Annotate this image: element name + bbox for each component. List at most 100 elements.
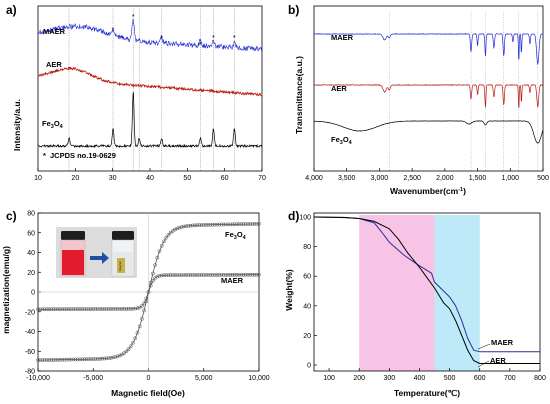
data-point <box>246 272 250 277</box>
data-point <box>122 351 127 355</box>
data-point <box>75 307 80 311</box>
data-point <box>210 273 215 277</box>
data-point <box>49 307 54 312</box>
data-point <box>201 273 206 277</box>
data-point <box>239 222 244 227</box>
data-point <box>219 222 224 227</box>
data-point <box>204 223 208 227</box>
arrow-icon <box>90 252 109 264</box>
y-tick-label: -40 <box>25 329 35 336</box>
data-point <box>237 272 241 277</box>
peak-marker: * <box>212 35 215 42</box>
data-point <box>210 222 215 227</box>
data-point <box>243 272 248 277</box>
data-point <box>62 307 67 312</box>
panel-c-curves <box>36 222 261 362</box>
data-point <box>71 357 76 362</box>
x-tick-label: 800 <box>534 375 546 382</box>
vial-cap-left <box>61 231 85 240</box>
data-point <box>104 356 109 361</box>
y-tick-label: 0 <box>307 363 311 370</box>
peak-marker: * <box>160 35 163 42</box>
data-point <box>250 272 255 277</box>
panel-c-letter: c) <box>6 209 17 223</box>
panel-d-leader-maer <box>477 343 491 350</box>
panel-a-letter: a) <box>6 3 17 17</box>
data-point <box>177 225 182 230</box>
x-tick-label: 700 <box>504 375 516 382</box>
data-point <box>53 307 58 312</box>
data-point <box>257 222 261 226</box>
data-point <box>164 273 169 278</box>
data-point <box>226 272 230 277</box>
panel-a-label-aer: AER <box>46 60 62 69</box>
data-point <box>117 307 122 311</box>
data-point <box>98 356 102 361</box>
data-point <box>228 222 233 227</box>
data-point <box>230 222 235 227</box>
data-point <box>153 263 157 267</box>
x-tick-label: 2,000 <box>436 175 454 182</box>
data-point <box>182 224 186 229</box>
panel-c-inset-photo: Magnet <box>56 227 137 278</box>
data-point <box>254 222 259 226</box>
data-point <box>124 307 129 311</box>
data-point <box>140 317 144 321</box>
data-point <box>58 357 62 362</box>
data-point <box>184 273 188 277</box>
curve-aer <box>313 216 540 364</box>
data-point <box>239 272 244 277</box>
data-point <box>69 357 74 362</box>
panel-c-xlabel: Magnetic field(Oe) <box>111 388 185 398</box>
data-point <box>177 273 182 277</box>
data-point <box>126 347 131 351</box>
data-point <box>128 306 133 311</box>
data-point <box>217 222 222 227</box>
x-tick-label: 500 <box>537 175 549 182</box>
data-point <box>42 307 47 312</box>
y-tick-label: 40 <box>27 250 35 257</box>
data-point <box>56 307 60 312</box>
data-point <box>252 272 257 277</box>
data-point <box>186 273 191 277</box>
data-point <box>195 273 199 277</box>
data-point <box>113 355 118 359</box>
data-point <box>115 354 120 359</box>
data-point <box>80 357 85 362</box>
data-point <box>69 307 74 311</box>
data-point <box>86 357 91 362</box>
panel-a-reference-lines <box>68 6 235 171</box>
panel-d-label-aer: AER <box>490 356 506 365</box>
panel-c-label-maer: MAER <box>221 276 244 285</box>
panel-d-letter: d) <box>288 209 299 223</box>
vial-left-liquid <box>62 250 84 275</box>
data-point <box>44 358 49 362</box>
data-point <box>190 223 195 228</box>
panel-b-reference-lines <box>388 12 539 171</box>
data-point <box>173 227 177 232</box>
data-point <box>109 307 113 311</box>
data-point <box>228 272 233 277</box>
panel-c-ticks: -80 -60 -40 -20 0 20 40 60 80 -10,000 -5,000 0 5,000… <box>25 211 270 383</box>
data-point <box>135 306 140 311</box>
data-point <box>148 283 153 288</box>
data-point <box>40 358 45 362</box>
data-point <box>219 273 224 277</box>
data-point <box>155 274 160 279</box>
data-point <box>78 307 82 311</box>
data-point <box>73 307 78 311</box>
panel-b-letter: b) <box>288 3 299 17</box>
peak-marker: * <box>233 35 236 42</box>
data-point <box>232 222 237 227</box>
data-point <box>201 223 206 227</box>
data-point <box>179 273 184 277</box>
data-point <box>64 307 69 312</box>
data-point <box>155 255 160 260</box>
data-point <box>232 272 237 277</box>
data-point <box>224 222 228 227</box>
data-point <box>89 307 93 311</box>
x-tick-label: 100 <box>323 375 335 382</box>
data-point <box>204 273 208 277</box>
band-pink <box>359 215 435 371</box>
data-point <box>111 307 115 311</box>
